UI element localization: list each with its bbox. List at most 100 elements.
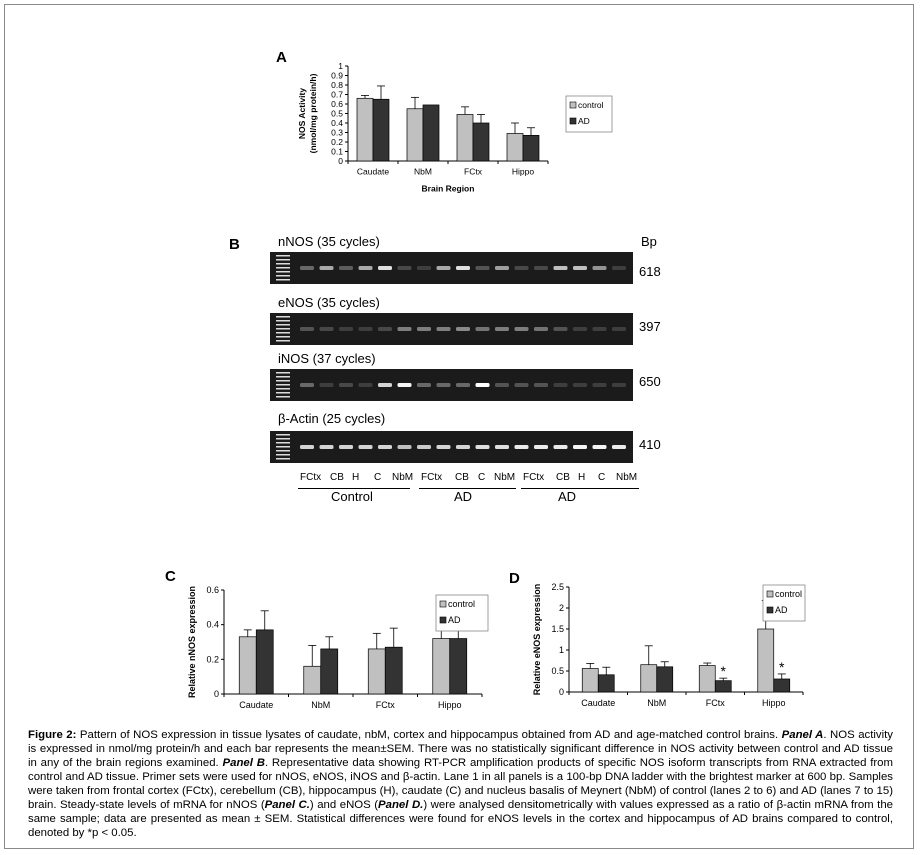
gel-band	[319, 327, 334, 331]
gel-band	[475, 383, 490, 387]
y-axis-label: Relative nNOS expression	[187, 586, 197, 698]
ladder-band	[276, 279, 290, 281]
gel-band	[553, 445, 568, 449]
bar-ad	[522, 134, 540, 162]
gel-band	[339, 383, 353, 387]
ladder-band	[276, 458, 290, 460]
ladder-band	[276, 388, 290, 390]
caption-text-4: ) and eNOS (	[309, 799, 379, 811]
gel-band	[456, 266, 470, 270]
group-label: AD	[454, 489, 473, 504]
gel-band	[475, 327, 490, 331]
gel-band	[436, 383, 451, 387]
legend: control AD	[435, 594, 489, 632]
category-label: NbM	[414, 167, 432, 177]
lane-label: CB	[556, 472, 570, 483]
gel-band	[378, 266, 392, 270]
bar-control	[640, 664, 658, 693]
gel-band	[397, 327, 412, 331]
group-label: AD	[558, 489, 577, 504]
caption-panel-b: Panel B	[222, 757, 265, 769]
gel-image	[270, 313, 633, 345]
legend-box	[435, 594, 489, 632]
gel-band	[534, 327, 548, 331]
lane-label: C	[374, 472, 382, 483]
legend-swatch-control	[569, 101, 577, 109]
gel-band	[592, 266, 607, 270]
category-label: FCtx	[376, 700, 395, 710]
panel-letter: A	[276, 49, 287, 66]
gel-band	[573, 266, 587, 270]
gel-band	[319, 445, 334, 449]
gel-band	[417, 327, 431, 331]
gel-band	[417, 383, 431, 387]
lane-label: C	[478, 472, 486, 483]
ladder-band	[276, 324, 290, 326]
gel-band	[456, 327, 470, 331]
gel-band	[553, 383, 568, 387]
lane-label: NbM	[494, 472, 516, 483]
gel-band	[436, 266, 451, 270]
gel-band	[612, 445, 626, 449]
lane-label: C	[598, 472, 606, 483]
panel-d-chart: D 0 0.5 1 1.5 2 2.5 Caudate NbM FCtx * Hippo * Relati…	[509, 570, 806, 708]
bar-ad	[656, 666, 674, 693]
ladder-band	[276, 446, 290, 448]
y-tick-label: 0.8	[331, 80, 343, 90]
bar-ad	[372, 98, 390, 162]
x-axis-label: Brain Region	[422, 184, 475, 194]
y-tick-label: 0.2	[331, 137, 343, 147]
category-label: NbM	[311, 700, 330, 710]
category-label: FCtx	[464, 167, 483, 177]
bar-control	[367, 648, 386, 695]
gel-band	[456, 383, 470, 387]
category-label: Caudate	[581, 698, 615, 708]
legend-swatch-ad	[569, 117, 577, 125]
gel-band	[514, 383, 529, 387]
y-tick-label: 0.1	[331, 147, 343, 157]
legend: control AD	[565, 95, 613, 133]
lane-label: NbM	[616, 472, 638, 483]
bar-ad	[422, 104, 440, 162]
gel-image	[270, 369, 633, 401]
caption-figure-label: Figure 2:	[28, 729, 77, 741]
ladder-band	[276, 328, 290, 330]
caption-panel-d: Panel D.	[378, 799, 424, 811]
gel-title: eNOS (35 cycles)	[278, 295, 380, 310]
caption-text-3: . Representative data showing RT-PCR amp…	[28, 757, 893, 811]
gel-band	[358, 327, 373, 331]
legend-swatch-control	[439, 600, 447, 608]
ladder-band	[276, 320, 290, 322]
y-tick-label: 1.5	[551, 624, 564, 634]
bar-ad	[472, 122, 490, 162]
caption-panel-a: Panel A	[781, 729, 824, 741]
gel-band	[417, 266, 431, 270]
gel-bands	[276, 372, 626, 398]
y-tick-label: 0	[559, 687, 564, 697]
gel-band	[495, 445, 509, 449]
gel-band	[495, 383, 509, 387]
category-label: NbM	[647, 698, 666, 708]
gel-band	[573, 445, 587, 449]
gel-band	[436, 327, 451, 331]
bar-ad	[714, 680, 732, 693]
lane-label: FCtx	[300, 472, 322, 483]
ladder-band	[276, 259, 290, 261]
gel-band	[475, 266, 490, 270]
lane-label: NbM	[392, 472, 414, 483]
legend-label-control: control	[775, 589, 802, 599]
group-label: Control	[331, 489, 373, 504]
panel-letter: C	[165, 568, 176, 585]
gel-band	[456, 445, 470, 449]
gel-band	[612, 327, 626, 331]
bar-control	[406, 108, 424, 162]
gel-band	[592, 327, 607, 331]
lane-label: FCtx	[421, 472, 443, 483]
y-tick-label: 1	[559, 645, 564, 655]
caption-text-5: ) were analysed densitometrically with v…	[28, 799, 894, 839]
bar-ad	[320, 648, 339, 695]
gel-band	[573, 327, 587, 331]
bar-control	[698, 665, 716, 693]
gel-band	[300, 327, 314, 331]
gel-image	[270, 252, 633, 284]
